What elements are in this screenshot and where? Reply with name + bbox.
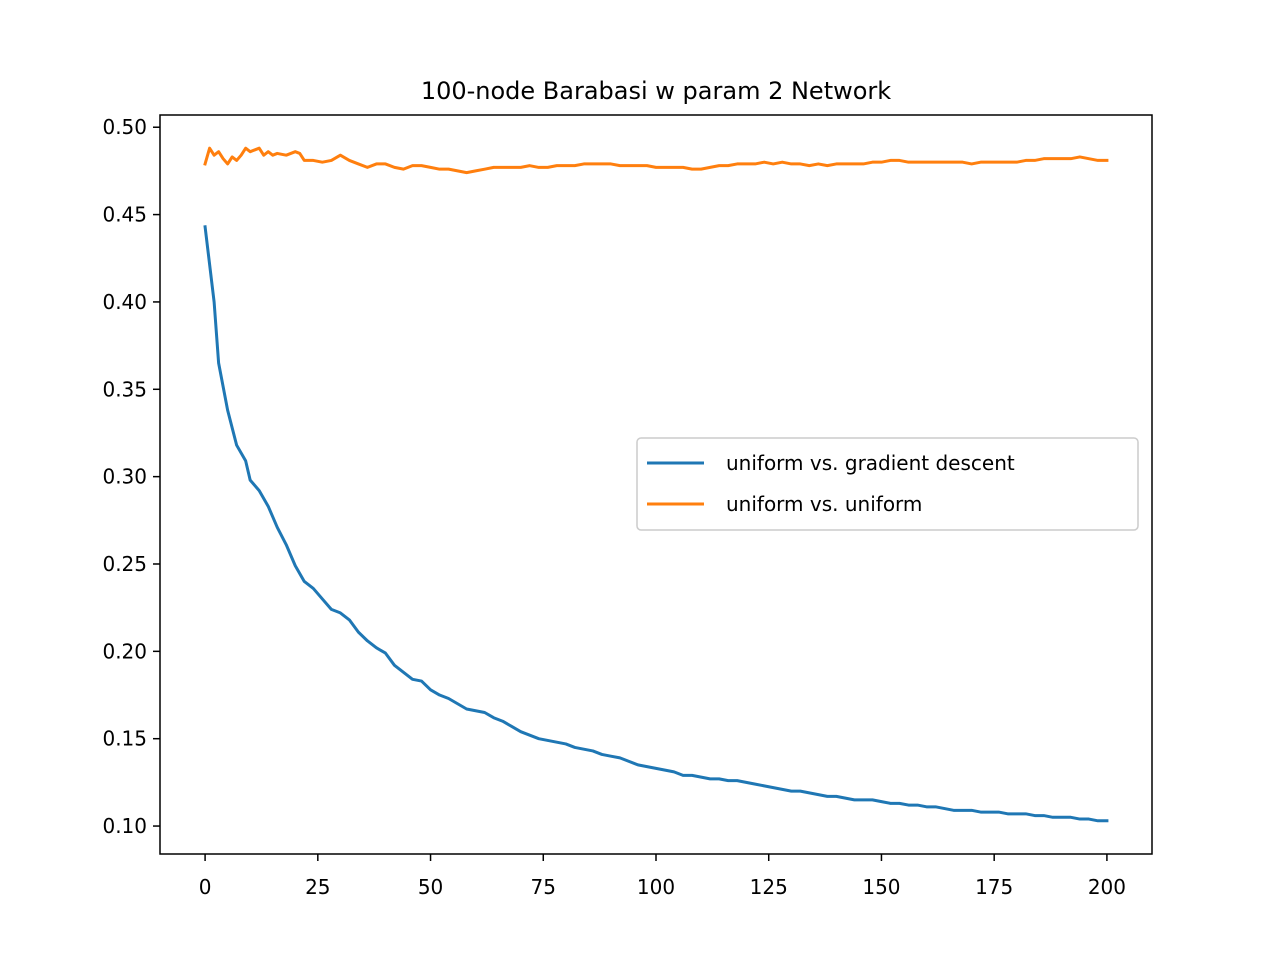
y-tick-label: 0.30 [102, 465, 147, 489]
series-line-0 [203, 225, 1109, 823]
series-line-1 [203, 146, 1109, 175]
x-tick-label: 100 [637, 875, 675, 899]
y-tick-label: 0.45 [102, 203, 147, 227]
y-axis: 0.10 0.15 0.20 0.25 0.30 0.35 0.40 0.45 0.50 [102, 115, 160, 838]
x-tick-label: 50 [418, 875, 443, 899]
legend-label-0: uniform vs. gradient descent [726, 451, 1015, 475]
x-tick-label: 175 [975, 875, 1013, 899]
y-tick-label: 0.15 [102, 727, 147, 751]
y-tick-label: 0.40 [102, 290, 147, 314]
x-tick-label: 125 [750, 875, 788, 899]
y-tick-label: 0.10 [102, 814, 147, 838]
x-tick-label: 25 [305, 875, 330, 899]
y-tick-label: 0.35 [102, 377, 147, 401]
y-tick-label: 0.50 [102, 115, 147, 139]
x-tick-label: 75 [531, 875, 556, 899]
legend-label-1: uniform vs. uniform [726, 492, 922, 516]
x-axis: 0 25 50 75 100 125 150 175 200 [199, 854, 1126, 899]
x-tick-label: 0 [199, 875, 212, 899]
legend-box [636, 437, 1139, 531]
chart-title: 100-node Barabasi w param 2 Network [421, 77, 891, 105]
x-tick-label: 200 [1088, 875, 1126, 899]
legend: uniform vs. gradient descent uniform vs. … [636, 437, 1139, 531]
y-tick-label: 0.20 [102, 639, 147, 663]
y-tick-label: 0.25 [102, 552, 147, 576]
x-tick-label: 150 [862, 875, 900, 899]
